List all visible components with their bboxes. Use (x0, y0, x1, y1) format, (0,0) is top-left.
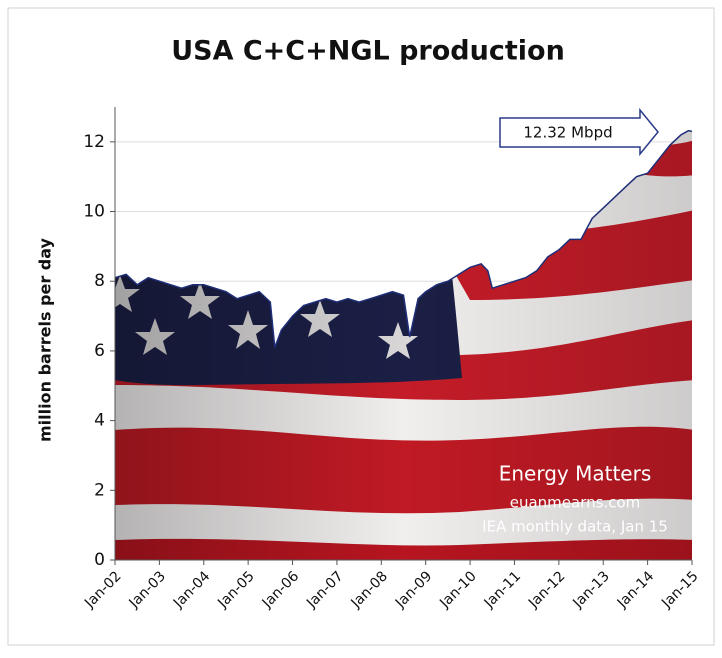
watermark: euanmearns.com (510, 494, 641, 512)
y-axis-label: million barrels per day (36, 237, 55, 442)
y-tick-label: 6 (94, 341, 105, 361)
y-tick-label: 10 (83, 202, 105, 222)
watermark: IEA monthly data, Jan 15 (482, 518, 668, 536)
y-tick-label: 2 (94, 480, 105, 500)
annotation: 12.32 Mbpd (523, 124, 612, 142)
y-tick-label: 0 (94, 550, 105, 570)
chart-title: USA C+C+NGL production (171, 36, 565, 67)
y-tick-label: 12 (83, 132, 105, 152)
chart: USA C+C+NGL production million barrels p… (0, 0, 722, 653)
watermark: Energy Matters (499, 462, 652, 486)
y-tick-label: 8 (94, 271, 105, 291)
y-tick-label: 4 (94, 411, 105, 431)
